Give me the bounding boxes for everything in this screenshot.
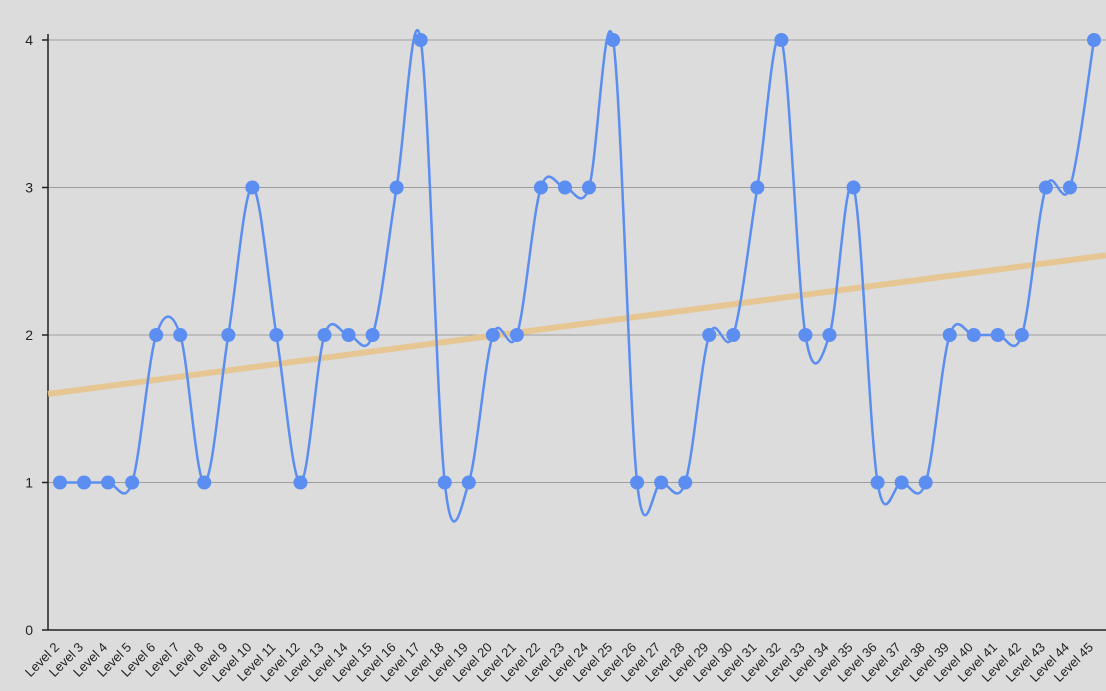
- data-point[interactable]: [245, 180, 260, 195]
- data-point[interactable]: [437, 475, 452, 490]
- data-point[interactable]: [822, 328, 837, 342]
- data-point[interactable]: [1062, 180, 1077, 195]
- data-point[interactable]: [798, 328, 813, 342]
- y-tick-label: 3: [25, 180, 33, 196]
- data-point[interactable]: [726, 328, 741, 342]
- data-point[interactable]: [870, 475, 885, 490]
- data-point[interactable]: [557, 180, 572, 195]
- data-point[interactable]: [582, 180, 597, 195]
- data-point[interactable]: [173, 328, 188, 342]
- data-point[interactable]: [149, 328, 164, 342]
- data-point[interactable]: [125, 475, 140, 490]
- data-point[interactable]: [317, 328, 332, 342]
- data-point[interactable]: [606, 33, 621, 47]
- data-point[interactable]: [1014, 328, 1029, 342]
- data-point[interactable]: [750, 180, 765, 195]
- data-point[interactable]: [990, 328, 1005, 342]
- data-point[interactable]: [918, 475, 933, 490]
- y-tick-label: 0: [25, 622, 33, 638]
- data-point[interactable]: [533, 180, 548, 195]
- data-point[interactable]: [221, 328, 236, 342]
- data-point[interactable]: [293, 475, 308, 490]
- grid-lines: [48, 39, 1106, 483]
- data-point[interactable]: [702, 328, 717, 342]
- data-point[interactable]: [413, 33, 428, 47]
- data-point[interactable]: [77, 475, 92, 490]
- y-tick-label: 1: [25, 475, 33, 491]
- data-point[interactable]: [461, 475, 476, 490]
- y-tick-labels: 0 1 2 3 4: [25, 32, 33, 638]
- data-point[interactable]: [894, 475, 909, 490]
- data-point[interactable]: [654, 475, 669, 490]
- trendline-layer: [47, 252, 1106, 397]
- data-point[interactable]: [53, 475, 67, 490]
- data-point[interactable]: [389, 180, 404, 195]
- data-point[interactable]: [269, 328, 284, 342]
- data-point[interactable]: [485, 328, 500, 342]
- data-point[interactable]: [678, 475, 693, 490]
- data-point[interactable]: [1038, 180, 1053, 195]
- data-point[interactable]: [197, 475, 212, 490]
- y-tick-label: 4: [25, 32, 33, 48]
- data-point[interactable]: [630, 475, 645, 490]
- data-point[interactable]: [942, 328, 957, 342]
- data-point[interactable]: [1087, 33, 1101, 47]
- axes: [42, 34, 1106, 631]
- trendline: [47, 252, 1106, 397]
- data-point[interactable]: [101, 475, 116, 490]
- series-layer: [53, 28, 1101, 523]
- data-point[interactable]: [365, 328, 380, 342]
- data-point[interactable]: [341, 328, 356, 342]
- data-point[interactable]: [509, 328, 524, 342]
- data-point[interactable]: [774, 33, 789, 47]
- data-point[interactable]: [966, 328, 981, 342]
- y-tick-label: 2: [25, 327, 33, 343]
- data-point[interactable]: [846, 180, 861, 195]
